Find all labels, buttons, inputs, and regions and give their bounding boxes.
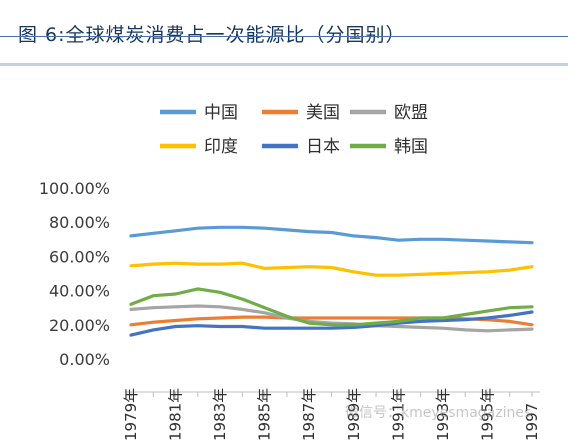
x-tick-label: 1993年 <box>434 388 452 441</box>
y-tick-label: 100.00% <box>39 179 110 198</box>
series-line <box>129 225 534 245</box>
y-tick-label: 40.00% <box>49 282 110 301</box>
legend-label: 欧盟 <box>394 103 428 123</box>
x-tick-label: 1983年 <box>211 388 229 441</box>
x-tick-label: 1985年 <box>256 388 274 441</box>
series-line <box>129 304 534 333</box>
x-tick-label: 1979年 <box>122 388 140 441</box>
x-tick-label: 1987年 <box>300 388 318 441</box>
x-tick-label: 1981年 <box>167 388 185 441</box>
legend-label: 印度 <box>204 137 238 157</box>
x-tick-label: 1995年 <box>478 388 496 441</box>
header-band <box>0 63 568 66</box>
y-tick-label: 60.00% <box>49 247 110 266</box>
legend-label: 美国 <box>306 103 340 123</box>
page-title: 图 6:全球煤炭消费占一次能源比（分国别） <box>18 24 406 46</box>
legend-label: 韩国 <box>394 137 428 157</box>
x-tick-label: 1991年 <box>389 388 407 441</box>
series-line <box>129 310 534 337</box>
series-line <box>129 261 534 277</box>
x-tick-label: 1997 <box>523 403 541 441</box>
x-tick-label: 1989年 <box>345 388 363 441</box>
title-divider <box>0 36 568 37</box>
series-line <box>129 287 534 327</box>
watermark: 微信号：kmeyesmagazines <box>345 405 532 421</box>
legend-label: 中国 <box>204 103 238 123</box>
y-tick-label: 80.00% <box>49 213 110 232</box>
y-tick-label: 0.00% <box>59 350 110 369</box>
y-tick-label: 20.00% <box>49 316 110 335</box>
legend-label: 日本 <box>306 137 340 157</box>
